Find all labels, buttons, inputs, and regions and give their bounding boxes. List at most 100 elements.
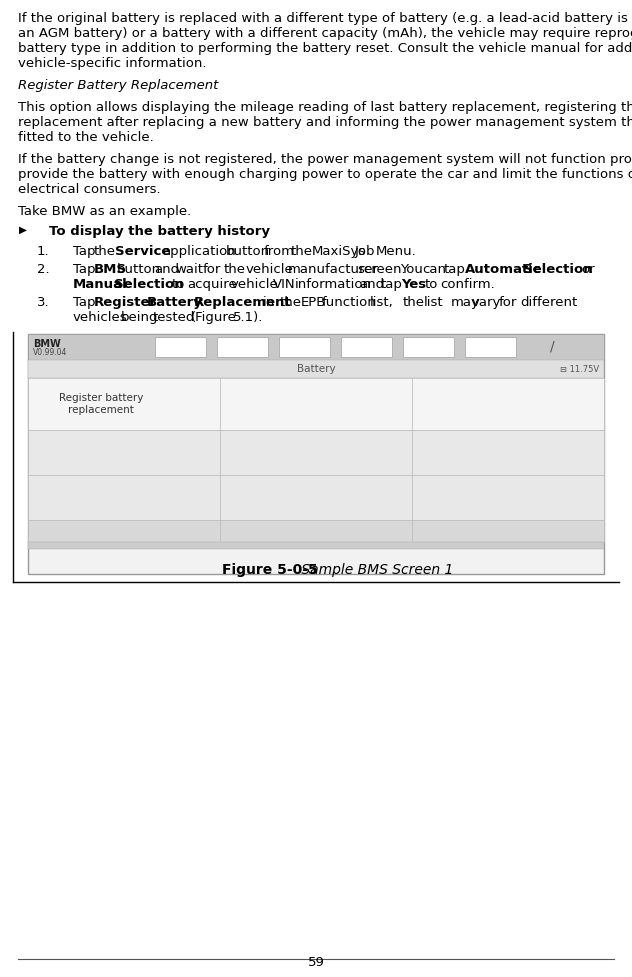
Text: to: to [425,278,438,291]
Text: or: or [581,263,595,276]
Text: Register Battery Replacement: Register Battery Replacement [18,79,218,92]
Text: 3.: 3. [37,296,49,309]
Text: 5.1).: 5.1). [233,311,264,324]
Text: may: may [451,296,479,309]
Text: can: can [422,263,446,276]
Text: Job: Job [355,245,375,258]
Bar [28,334,604,574]
Text: BMW: BMW [33,339,61,349]
Text: Sample BMS Screen 1: Sample BMS Screen 1 [296,563,453,577]
Bar [341,337,392,357]
Text: button: button [117,263,161,276]
Text: an AGM battery) or a battery with a different capacity (mAh), the vehicle may re: an AGM battery) or a battery with a diff… [18,27,632,40]
Text: for: for [203,263,221,276]
Text: You: You [401,263,423,276]
Bar [465,337,516,357]
Bar [28,360,604,378]
Text: Register: Register [94,296,157,309]
Bar [217,337,267,357]
Text: Automatic: Automatic [465,263,542,276]
Text: wait: wait [176,263,204,276]
Text: replacement after replacing a new battery and informing the power management sys: replacement after replacing a new batter… [18,116,632,129]
Text: application: application [162,245,236,258]
Text: /: / [550,340,555,354]
Text: screen.: screen. [358,263,406,276]
Text: different: different [520,296,577,309]
Text: manufacturer: manufacturer [288,263,379,276]
Text: If the battery change is not registered, the power management system will not fu: If the battery change is not registered,… [18,153,632,166]
Text: vary: vary [472,296,501,309]
Text: fitted to the vehicle.: fitted to the vehicle. [18,131,154,144]
Text: tap: tap [443,263,465,276]
Text: and: and [359,278,384,291]
Text: and: and [154,263,179,276]
Text: To display the battery history: To display the battery history [49,225,270,238]
Bar [155,337,205,357]
Text: function: function [322,296,377,309]
Text: ⊟ 11.75V: ⊟ 11.75V [560,364,599,373]
Text: V0.99.04: V0.99.04 [33,348,67,357]
Text: from: from [264,245,295,258]
Text: for: for [499,296,517,309]
Text: vehicles: vehicles [73,311,127,324]
Bar [412,430,604,475]
Text: electrical consumers.: electrical consumers. [18,183,161,196]
Text: Battery: Battery [147,296,203,309]
Text: Tap: Tap [73,296,95,309]
Text: the: the [224,263,246,276]
Text: Replacement: Replacement [193,296,291,309]
Text: Yes: Yes [402,278,427,291]
Bar [28,430,220,475]
Text: the: the [279,296,301,309]
Text: BMS: BMS [94,263,127,276]
Text: Menu.: Menu. [376,245,416,258]
Text: Tap: Tap [73,245,95,258]
Bar [220,430,412,475]
Text: Selection: Selection [523,263,593,276]
Text: Register battery
replacement: Register battery replacement [59,393,143,415]
Text: Figure 5-0-5: Figure 5-0-5 [222,563,319,577]
Text: information: information [295,278,372,291]
Text: list,: list, [370,296,394,309]
Bar [412,475,604,520]
Text: vehicle-specific information.: vehicle-specific information. [18,57,206,70]
Text: This option allows displaying the mileage reading of last battery replacement, r: This option allows displaying the mileag… [18,101,632,114]
Text: vehicle: vehicle [245,263,293,276]
Bar [279,337,330,357]
Bar [28,542,604,549]
Bar [412,378,604,430]
Text: the: the [290,245,312,258]
Bar [28,520,220,542]
Bar [403,337,454,357]
Text: to: to [172,278,185,291]
Text: 59: 59 [308,956,324,969]
Text: the: the [94,245,116,258]
Bar [220,475,412,520]
Text: acquire: acquire [188,278,238,291]
Text: tap: tap [380,278,402,291]
Text: 1.: 1. [37,245,49,258]
Text: being: being [121,311,159,324]
Text: EPB: EPB [301,296,326,309]
Text: Battery: Battery [296,364,336,374]
Text: list: list [423,296,444,309]
Text: ▶: ▶ [19,225,27,235]
Bar [28,334,604,360]
Bar [412,520,604,542]
Text: in: in [264,296,276,309]
Text: confirm.: confirm. [441,278,495,291]
Text: Service: Service [116,245,171,258]
Text: button: button [226,245,270,258]
Text: provide the battery with enough charging power to operate the car and limit the : provide the battery with enough charging… [18,168,632,181]
Bar [28,378,220,430]
Text: vehicle: vehicle [231,278,278,291]
Bar [220,520,412,542]
Text: battery type in addition to performing the battery reset. Consult the vehicle ma: battery type in addition to performing t… [18,42,632,55]
Text: Tap: Tap [73,263,95,276]
Text: MaxiSys: MaxiSys [312,245,366,258]
Text: (Figure: (Figure [190,311,236,324]
Text: If the original battery is replaced with a different type of battery (e.g. a lea: If the original battery is replaced with… [18,12,632,25]
Bar [220,378,412,430]
Text: Manual: Manual [73,278,128,291]
Text: the: the [403,296,424,309]
